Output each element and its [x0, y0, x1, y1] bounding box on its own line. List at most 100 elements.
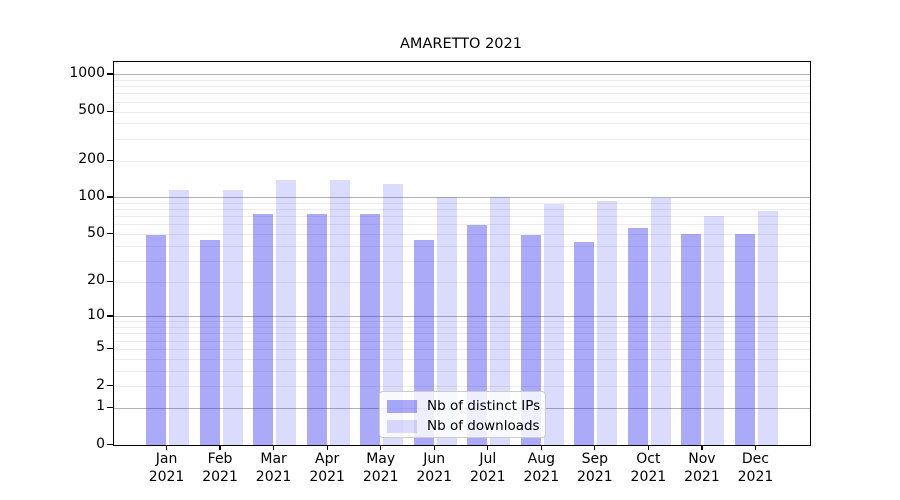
chart-title: AMARETTO 2021	[400, 36, 522, 52]
bar-downloads-nov	[704, 216, 725, 445]
y-tick-mark	[107, 347, 113, 350]
gridline-major	[114, 74, 810, 76]
bar-distinct-ips-jan	[146, 235, 167, 445]
y-tick-label: 10	[87, 306, 105, 323]
y-tick-mark	[107, 444, 113, 446]
y-tick-mark	[107, 196, 113, 198]
x-tick-label-mar: Mar 2021	[255, 451, 292, 485]
x-tick-mark	[540, 445, 542, 451]
gridline-minor	[114, 234, 810, 236]
legend-swatch-downloads	[387, 419, 417, 433]
x-tick-mark	[754, 445, 757, 451]
bar-downloads-aug	[543, 204, 564, 445]
x-tick-label-jan: Jan 2021	[148, 451, 185, 485]
x-tick-label-jun: Jun 2021	[416, 451, 453, 485]
gridline-minor	[114, 333, 810, 335]
gridline-minor	[114, 86, 810, 88]
gridline-minor	[114, 203, 810, 205]
y-tick-mark	[107, 233, 113, 235]
gridline-minor	[114, 224, 810, 226]
x-tick-mark	[165, 445, 168, 451]
gridline-minor	[114, 340, 810, 342]
x-tick-label-dec: Dec 2021	[737, 451, 774, 485]
x-tick-label-oct: Oct 2021	[630, 451, 667, 485]
bar-downloads-jun	[436, 196, 457, 445]
bar-downloads-jul	[490, 196, 511, 445]
gridline-minor	[114, 386, 810, 388]
y-tick-label: 5	[96, 339, 105, 356]
x-tick-mark	[701, 445, 703, 451]
bar-downloads-sep	[597, 201, 618, 445]
y-tick-label: 200	[78, 151, 105, 167]
bar-downloads-feb	[222, 189, 243, 445]
bar-distinct-ips-nov	[681, 234, 702, 445]
gridline-minor	[114, 260, 810, 262]
x-tick-mark	[487, 445, 489, 451]
gridline-minor	[114, 138, 810, 140]
gridline-minor	[114, 216, 810, 218]
bar-distinct-ips-mar	[253, 214, 274, 445]
gridline-minor	[114, 348, 810, 350]
y-tick-label: 100	[78, 187, 105, 204]
x-tick-mark	[326, 445, 328, 451]
gridline-minor	[114, 101, 810, 103]
x-tick-mark	[380, 445, 382, 451]
gridline-minor	[114, 281, 810, 283]
bar-distinct-ips-feb	[199, 239, 220, 445]
gridline-minor	[114, 321, 810, 323]
gridline-minor	[114, 370, 810, 372]
bar-distinct-ips-oct	[627, 228, 648, 445]
bar-distinct-ips-dec	[734, 234, 755, 445]
x-tick-label-aug: Aug 2021	[523, 451, 560, 485]
x-tick-label-apr: Apr 2021	[309, 451, 345, 485]
y-tick-mark	[107, 73, 113, 75]
bar-distinct-ips-sep	[574, 242, 595, 445]
y-tick-mark	[107, 159, 113, 161]
gridline-minor	[114, 209, 810, 211]
x-tick-mark	[647, 445, 649, 451]
y-tick-label: 20	[87, 272, 105, 289]
y-tick-label: 1	[96, 398, 105, 415]
gridline-minor	[114, 111, 810, 113]
x-tick-label-jul: Jul 2021	[469, 451, 506, 485]
bar-distinct-ips-jul	[467, 225, 488, 445]
gridline-minor	[114, 327, 810, 329]
gridline-minor	[114, 160, 810, 162]
x-tick-label-feb: Feb 2021	[202, 451, 238, 485]
gridline-major	[114, 197, 810, 199]
gridline-minor	[114, 123, 810, 125]
bar-distinct-ips-may	[360, 214, 381, 445]
legend-swatch-distinct-ips	[387, 399, 417, 413]
x-tick-mark	[273, 445, 275, 451]
x-tick-label-sep: Sep 2021	[577, 451, 613, 485]
y-tick-label: 50	[87, 224, 105, 241]
y-tick-mark	[107, 110, 113, 112]
legend-label-distinct-ips: Nb of distinct IPs	[427, 398, 541, 414]
gridline-minor	[114, 93, 810, 95]
y-tick-mark	[107, 280, 113, 282]
bar-downloads-apr	[329, 179, 350, 445]
legend-item-distinct-ips: Nb of distinct IPs	[387, 396, 541, 416]
x-tick-mark	[219, 445, 221, 451]
bar-distinct-ips-apr	[306, 214, 327, 445]
y-tick-mark	[107, 406, 113, 408]
gridline-minor	[114, 245, 810, 247]
x-tick-label-nov: Nov 2021	[684, 451, 720, 485]
y-tick-mark	[107, 315, 113, 317]
bar-downloads-mar	[276, 179, 297, 445]
bar-downloads-may	[383, 184, 404, 445]
gridline-minor	[114, 358, 810, 360]
bar-downloads-jan	[169, 189, 190, 445]
legend-label-downloads: Nb of downloads	[427, 418, 540, 434]
gridline-minor	[114, 80, 810, 82]
legend: Nb of distinct IPs Nb of downloads	[379, 391, 546, 438]
bar-downloads-oct	[650, 197, 671, 445]
y-tick-label: 1000	[69, 64, 105, 81]
y-tick-label: 2	[96, 376, 105, 393]
bar-downloads-dec	[757, 210, 778, 445]
y-tick-label: 0	[96, 435, 105, 452]
x-tick-mark	[433, 445, 435, 451]
x-tick-label-may: May 2021	[362, 451, 399, 485]
y-tick-mark	[107, 385, 113, 387]
